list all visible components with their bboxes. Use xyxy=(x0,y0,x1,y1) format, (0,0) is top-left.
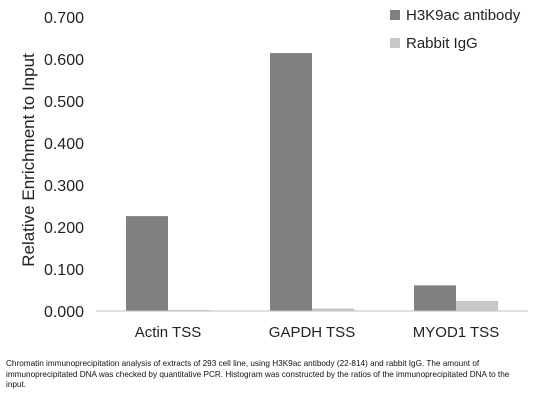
legend: H3K9ac antibody Rabbit IgG xyxy=(390,7,521,52)
bar-h3k9ac-myod1-tss xyxy=(414,285,456,311)
y-tick-label: 0.500 xyxy=(44,94,84,111)
y-tick-label: 0.600 xyxy=(44,52,84,69)
y-axis-title-group: Relative Enrichment to Input xyxy=(19,53,38,267)
y-tick-label: 0.000 xyxy=(44,304,84,321)
y-tick-label: 0.300 xyxy=(44,178,84,195)
x-tick-label: GAPDH TSS xyxy=(269,324,355,341)
legend-label: H3K9ac antibody xyxy=(406,7,521,24)
bar-rabbit-igg-myod1-tss xyxy=(456,300,498,311)
bar-h3k9ac-gapdh-tss xyxy=(270,53,312,312)
x-tick-label: MYOD1 TSS xyxy=(413,324,499,341)
bar-chart: Relative Enrichment to Input 0.0000.1000… xyxy=(19,7,528,341)
bars xyxy=(126,53,498,312)
y-axis-title: Relative Enrichment to Input xyxy=(19,53,38,267)
legend-label: Rabbit IgG xyxy=(406,35,478,52)
x-tick-label: Actin TSS xyxy=(135,324,201,341)
legend-swatch xyxy=(390,38,400,48)
bar-rabbit-igg-gapdh-tss xyxy=(312,308,354,311)
y-tick-label: 0.200 xyxy=(44,220,84,237)
figure-caption: Chromatin immunoprecipitation analysis o… xyxy=(6,359,510,390)
legend-swatch xyxy=(390,10,400,20)
y-axis-ticks: 0.000 0.100 0.200 0.300 0.400 0.500 0.600 0.700 xyxy=(44,10,84,321)
y-tick-label: 0.400 xyxy=(44,136,84,153)
y-tick-label: 0.100 xyxy=(44,262,84,279)
bar-h3k9ac-actin-tss xyxy=(126,216,168,311)
y-tick-label: 0.700 xyxy=(44,10,84,27)
x-axis-labels: Actin TSS GAPDH TSS MYOD1 TSS xyxy=(135,324,499,341)
